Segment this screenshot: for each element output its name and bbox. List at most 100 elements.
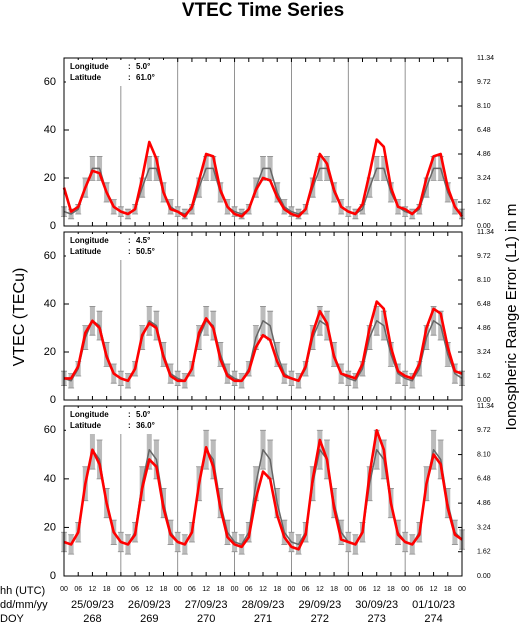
annotation-value: 4.5° [136, 236, 150, 245]
y-tick-label: 60 [44, 424, 56, 436]
error-cap [124, 534, 131, 555]
error-cap [295, 208, 302, 220]
error-cap [110, 363, 117, 384]
annotation-label: Longitude [70, 410, 109, 419]
annotation-sep: : [128, 421, 131, 430]
y2-tick-label: 3.24 [477, 349, 491, 356]
y2-tick-label: 6.48 [477, 301, 491, 308]
x-tick-label: 12 [430, 586, 438, 593]
x-tick-label: 12 [89, 586, 97, 593]
x-tick-label: 00 [60, 586, 68, 593]
error-cap [82, 177, 89, 198]
error-cap [231, 370, 238, 386]
error-cap [409, 208, 416, 220]
vtec-line [63, 428, 463, 551]
error-cap [174, 370, 181, 386]
y2-tick-label: 11.34 [477, 403, 494, 410]
error-cap [224, 519, 231, 545]
vtec-line [62, 138, 464, 218]
error-cap [103, 342, 110, 367]
date-label: 01/10/23 [412, 599, 455, 611]
y-axis-label: VTEC (TECu) [11, 268, 28, 367]
date-label: 30/09/23 [355, 599, 398, 611]
error-cap [402, 531, 409, 553]
y2-tick-label: 4.86 [477, 325, 491, 332]
error-cap [316, 429, 323, 470]
annotation-value: 61.0° [136, 73, 155, 82]
error-cap [316, 306, 323, 336]
chart-title: VTEC Time Series [182, 0, 344, 21]
y2-tick-label: 8.10 [477, 451, 491, 458]
x-tick-label: 00 [401, 586, 409, 593]
error-cap [345, 531, 352, 553]
x-tick-label: 12 [259, 586, 267, 593]
y2-tick-label: 8.10 [477, 103, 491, 110]
doy-label: 274 [424, 613, 442, 623]
error-cap [345, 206, 352, 217]
y-tick-label: 20 [44, 346, 56, 358]
annotation-box [66, 60, 170, 86]
y-tick-label: 40 [44, 298, 56, 310]
x-tick-label: 12 [202, 586, 210, 593]
error-cap [110, 199, 117, 215]
annotation-value: 36.0° [136, 421, 155, 430]
x-tick-label: 18 [330, 586, 338, 593]
date-label: 28/09/23 [242, 599, 285, 611]
y-tick-label: 0 [50, 570, 56, 582]
error-cap [117, 206, 124, 217]
date-label: 27/09/23 [185, 599, 228, 611]
x-tick-label: 00 [117, 586, 125, 593]
annotation-label: Latitude [70, 247, 102, 256]
x-tick-label: 06 [415, 586, 423, 593]
x-tick-label: 12 [316, 586, 324, 593]
x-tick-label: 18 [444, 586, 452, 593]
error-cap [203, 306, 210, 336]
x-tick-label: 06 [359, 586, 367, 593]
error-cap [103, 182, 110, 203]
error-cap [338, 363, 345, 384]
date-label: 25/09/23 [71, 599, 114, 611]
y2-tick-label: 1.62 [477, 199, 491, 206]
annotation-box [66, 234, 170, 260]
error-cap [117, 370, 124, 386]
y-tick-label: 20 [44, 172, 56, 184]
vtec-line [64, 300, 463, 383]
doy-label: 272 [311, 613, 329, 623]
y2-tick-label: 0.00 [477, 573, 491, 580]
date-label: 26/09/23 [128, 599, 171, 611]
error-cap [203, 429, 210, 470]
error-cap [430, 306, 437, 336]
doy-label: 268 [83, 613, 101, 623]
error-cap [89, 156, 96, 181]
y2-tick-label: 0.00 [477, 397, 491, 404]
error-cap [181, 373, 188, 389]
error-cap [323, 156, 330, 181]
error-cap [224, 363, 231, 384]
y2-tick-label: 11.34 [477, 229, 494, 236]
y-tick-label: 60 [44, 250, 56, 262]
error-cap [231, 206, 238, 217]
error-cap [281, 519, 288, 545]
x-tick-label: 00 [344, 586, 352, 593]
error-cap [288, 531, 295, 553]
x-tick-label: 00 [458, 586, 466, 593]
row-label: dd/mm/yy [0, 599, 48, 611]
y2-tick-label: 1.62 [477, 549, 491, 556]
error-cap [281, 363, 288, 384]
annotation-sep: : [128, 410, 131, 419]
y-tick-label: 0 [50, 220, 56, 232]
panel-border [63, 405, 463, 577]
error-cap [430, 429, 437, 470]
x-tick-label: 18 [273, 586, 281, 593]
panel-border [63, 231, 463, 401]
y2-tick-label: 8.10 [477, 277, 491, 284]
error-cap [167, 519, 174, 545]
error-cap [295, 534, 302, 555]
row-label: DOY [0, 613, 25, 623]
error-cap [402, 206, 409, 217]
x-tick-label: 18 [103, 586, 111, 593]
error-cap [402, 370, 409, 386]
y2-tick-label: 4.86 [477, 500, 491, 507]
annotation-value: 5.0° [136, 410, 150, 419]
